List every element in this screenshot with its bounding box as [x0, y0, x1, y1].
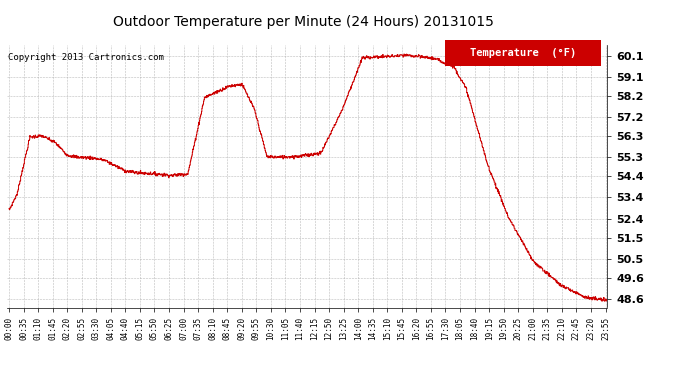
Text: Copyright 2013 Cartronics.com: Copyright 2013 Cartronics.com [8, 53, 164, 62]
Text: Outdoor Temperature per Minute (24 Hours) 20131015: Outdoor Temperature per Minute (24 Hours… [113, 15, 494, 29]
